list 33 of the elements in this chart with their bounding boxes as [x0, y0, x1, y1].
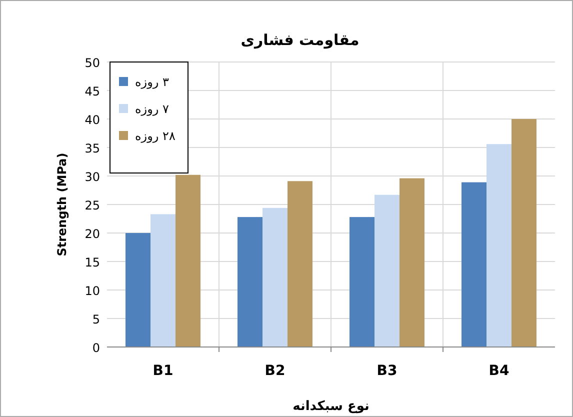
bar	[400, 178, 424, 347]
chart-title: مقاومت فشاری	[240, 31, 360, 49]
bar	[176, 174, 200, 347]
y-tick-label: 45	[84, 84, 100, 98]
y-tick-label: 0	[92, 341, 100, 355]
bar	[262, 208, 288, 347]
y-tick-label: 25	[84, 198, 100, 212]
x-tick-label: B1	[152, 363, 174, 379]
bar	[350, 217, 374, 347]
y-tick-label: 40	[84, 113, 100, 127]
legend-label: ۷ روزه	[135, 102, 170, 116]
x-tick-label: B2	[264, 363, 286, 379]
bar	[374, 194, 400, 347]
bar	[150, 214, 176, 347]
legend-label: ۳ روزه	[135, 75, 170, 89]
y-tick-label: 50	[84, 56, 100, 70]
y-tick-label: 35	[84, 142, 100, 156]
bar	[486, 144, 512, 347]
y-axis-title: Strength (MPa)	[55, 152, 69, 256]
x-tick-label: B4	[488, 363, 510, 379]
y-tick-label: 15	[84, 256, 100, 270]
bar	[462, 182, 486, 347]
bar	[288, 181, 312, 347]
bar	[512, 119, 536, 347]
y-tick-label: 30	[84, 170, 100, 184]
bar	[238, 217, 262, 347]
y-tick-label: 20	[84, 227, 100, 241]
x-tick-label: B3	[376, 363, 398, 379]
x-axis-title: نوع سبکدانه	[292, 399, 370, 414]
legend-label: ۲۸ روزه	[135, 129, 176, 143]
y-tick-label: 10	[84, 284, 100, 298]
bar	[126, 233, 150, 347]
y-tick-label: 5	[92, 312, 100, 326]
